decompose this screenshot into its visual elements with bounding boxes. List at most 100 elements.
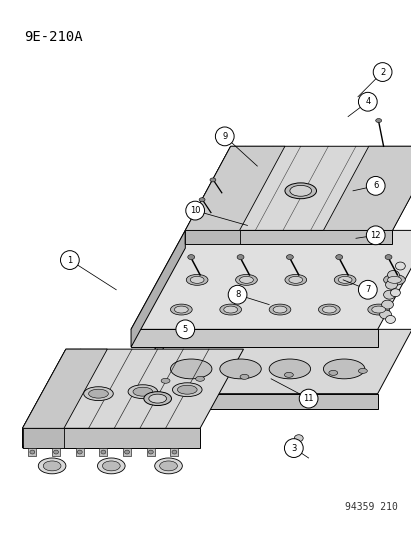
Ellipse shape (383, 274, 404, 285)
Ellipse shape (38, 458, 66, 474)
Polygon shape (76, 448, 83, 456)
Ellipse shape (223, 306, 237, 313)
Circle shape (366, 176, 384, 195)
Polygon shape (131, 329, 165, 408)
Polygon shape (22, 349, 107, 429)
Polygon shape (185, 230, 239, 244)
Circle shape (60, 251, 79, 270)
Ellipse shape (284, 183, 316, 199)
Ellipse shape (333, 274, 355, 285)
Ellipse shape (358, 368, 366, 374)
Ellipse shape (384, 255, 391, 260)
Ellipse shape (174, 306, 188, 313)
Circle shape (176, 320, 194, 339)
Ellipse shape (381, 300, 392, 309)
Text: 1: 1 (67, 255, 72, 264)
Text: 12: 12 (370, 231, 380, 240)
Ellipse shape (219, 304, 241, 315)
Polygon shape (131, 329, 411, 394)
Ellipse shape (237, 255, 243, 260)
Ellipse shape (385, 280, 396, 289)
Ellipse shape (288, 277, 302, 284)
Text: 10: 10 (190, 206, 200, 215)
Polygon shape (22, 349, 66, 448)
Text: 4: 4 (364, 97, 370, 106)
Polygon shape (99, 448, 107, 456)
Ellipse shape (268, 359, 310, 379)
Ellipse shape (154, 458, 182, 474)
Ellipse shape (394, 262, 404, 270)
Circle shape (185, 201, 204, 220)
Text: 8: 8 (234, 290, 240, 299)
Polygon shape (323, 146, 413, 230)
Ellipse shape (124, 450, 129, 454)
Ellipse shape (235, 274, 257, 285)
Ellipse shape (53, 450, 58, 454)
Ellipse shape (148, 394, 166, 403)
Polygon shape (28, 448, 36, 456)
Ellipse shape (318, 304, 339, 315)
Ellipse shape (387, 277, 400, 284)
Polygon shape (185, 230, 392, 244)
Ellipse shape (88, 389, 108, 398)
Ellipse shape (383, 290, 394, 299)
Ellipse shape (102, 461, 120, 471)
Ellipse shape (143, 392, 171, 406)
Ellipse shape (148, 450, 153, 454)
Ellipse shape (268, 304, 290, 315)
Ellipse shape (322, 306, 335, 313)
Ellipse shape (337, 277, 351, 284)
Circle shape (284, 439, 302, 457)
Polygon shape (185, 146, 284, 230)
Text: 7: 7 (364, 285, 370, 294)
Ellipse shape (385, 316, 394, 324)
Ellipse shape (133, 387, 152, 396)
Ellipse shape (371, 306, 385, 313)
Ellipse shape (188, 255, 194, 260)
Ellipse shape (375, 118, 381, 123)
Ellipse shape (219, 359, 261, 379)
Ellipse shape (209, 178, 215, 182)
Ellipse shape (170, 359, 211, 379)
Polygon shape (22, 349, 243, 429)
Ellipse shape (128, 385, 157, 399)
Ellipse shape (101, 450, 106, 454)
Text: 9E-210A: 9E-210A (24, 30, 83, 44)
Polygon shape (185, 146, 230, 244)
Text: 11: 11 (303, 394, 313, 403)
Ellipse shape (97, 458, 125, 474)
Ellipse shape (323, 359, 364, 379)
Ellipse shape (387, 270, 399, 279)
Ellipse shape (170, 304, 192, 315)
Circle shape (366, 226, 384, 245)
Ellipse shape (43, 461, 61, 471)
Ellipse shape (273, 306, 286, 313)
Polygon shape (170, 448, 178, 456)
Text: 94359 210: 94359 210 (344, 503, 396, 512)
Ellipse shape (294, 435, 302, 442)
Ellipse shape (186, 274, 207, 285)
Ellipse shape (389, 289, 399, 297)
Polygon shape (185, 146, 413, 230)
Ellipse shape (367, 304, 389, 315)
Polygon shape (131, 329, 377, 347)
Text: 6: 6 (372, 181, 377, 190)
Ellipse shape (171, 450, 176, 454)
Ellipse shape (190, 277, 204, 284)
Text: 9: 9 (222, 132, 227, 141)
Ellipse shape (177, 385, 197, 394)
Text: 2: 2 (379, 68, 385, 77)
Ellipse shape (77, 450, 82, 454)
Ellipse shape (335, 255, 342, 260)
Ellipse shape (199, 198, 204, 201)
Ellipse shape (172, 383, 202, 397)
Polygon shape (52, 448, 60, 456)
Circle shape (358, 92, 376, 111)
Ellipse shape (379, 310, 391, 319)
Polygon shape (131, 230, 185, 347)
Ellipse shape (289, 185, 311, 196)
Circle shape (299, 389, 317, 408)
Ellipse shape (195, 376, 204, 381)
Polygon shape (22, 429, 199, 448)
Ellipse shape (239, 277, 253, 284)
